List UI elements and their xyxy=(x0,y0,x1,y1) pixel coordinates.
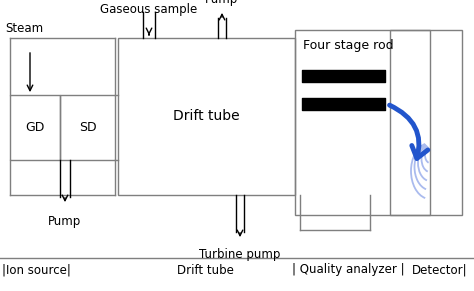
Text: Four stage rod: Four stage rod xyxy=(303,38,393,52)
Text: Detector|: Detector| xyxy=(412,263,468,276)
Text: Drift tube: Drift tube xyxy=(176,263,233,276)
Text: Gaseous sample: Gaseous sample xyxy=(100,3,197,17)
Text: Pump: Pump xyxy=(205,0,238,6)
Text: |Ion source|: |Ion source| xyxy=(2,263,71,276)
Text: GD: GD xyxy=(25,121,45,134)
Text: Steam: Steam xyxy=(5,22,43,35)
Text: Pump: Pump xyxy=(48,215,82,228)
Text: Drift tube: Drift tube xyxy=(173,109,240,123)
Text: Turbine pump: Turbine pump xyxy=(199,248,281,261)
Text: | Quality analyzer |: | Quality analyzer | xyxy=(292,263,404,276)
FancyArrowPatch shape xyxy=(390,105,428,158)
Text: SD: SD xyxy=(79,121,96,134)
